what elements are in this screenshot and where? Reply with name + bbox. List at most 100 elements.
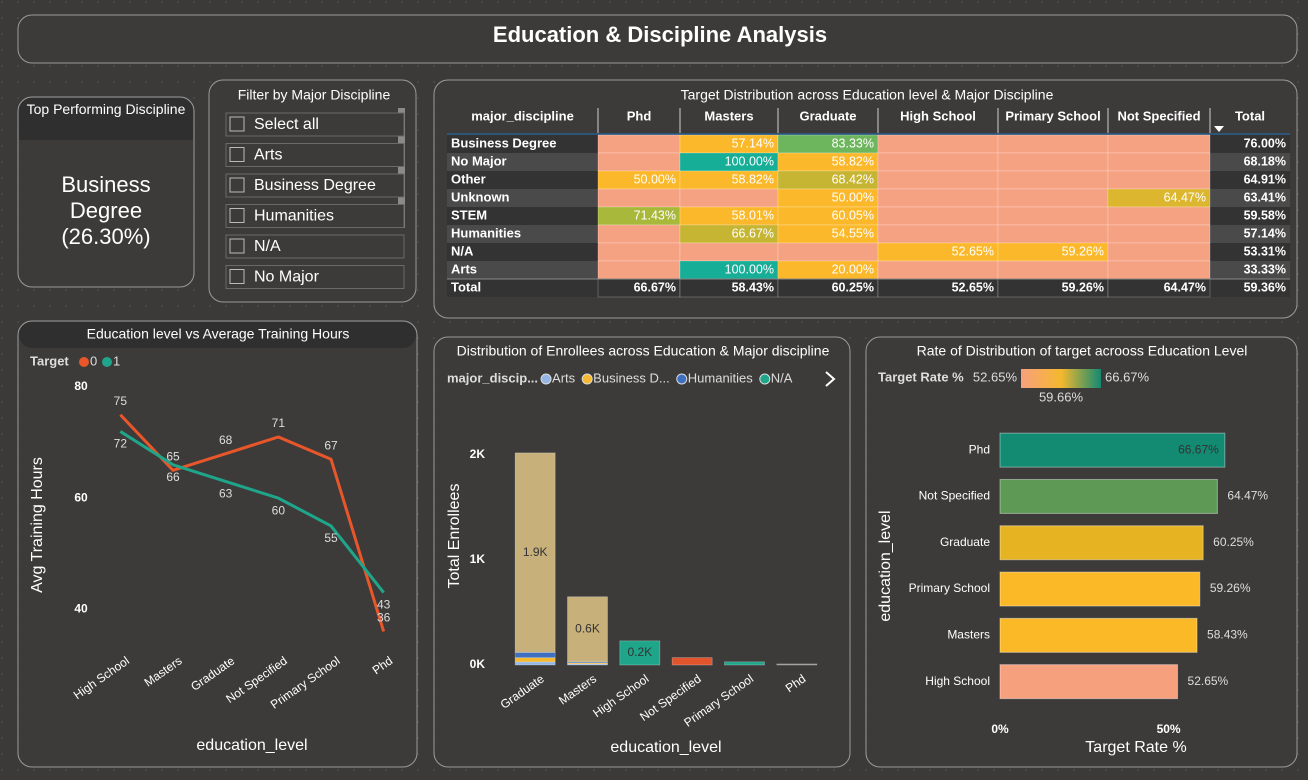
slicer-item-box[interactable] (225, 173, 405, 198)
color-scale-label: 52.65% (973, 369, 1018, 384)
row-label: Arts (451, 261, 477, 276)
data-label: 58.43% (1207, 628, 1248, 642)
column-header: Graduate (799, 108, 856, 123)
cell-value: 52.65% (952, 244, 994, 258)
row-label: Other (451, 171, 486, 186)
color-scale-title: Target Rate % (878, 369, 964, 384)
cell-value: 60.25% (832, 280, 874, 294)
bar (999, 525, 1204, 561)
bar (999, 432, 1226, 468)
data-label: 52.65% (1188, 674, 1229, 688)
data-label: 66 (166, 470, 180, 484)
legend-title: Target (30, 353, 69, 368)
cell-value: 50.00% (634, 172, 676, 186)
legend-marker (540, 373, 552, 385)
data-label: 64.47% (1227, 489, 1268, 503)
checkbox[interactable] (229, 177, 245, 193)
cell-value: 83.33% (832, 136, 874, 150)
heat-cell (997, 152, 1109, 172)
total-background (1210, 171, 1290, 189)
x-axis-title: education_level (196, 737, 307, 754)
bar (999, 664, 1179, 700)
checkbox[interactable] (229, 208, 245, 223)
heat-cell (997, 188, 1109, 208)
total-background (1210, 225, 1290, 243)
legend-label: 0 (90, 353, 97, 368)
total-background (1210, 207, 1290, 225)
row-background (447, 135, 598, 153)
total-background (1210, 243, 1290, 261)
slicer-item: No Major (254, 269, 320, 286)
heat-cell (877, 134, 999, 154)
legend-marker (759, 373, 771, 385)
checkbox[interactable] (229, 269, 245, 284)
matrix-title: Target Distribution across Education lev… (681, 87, 1054, 103)
slicer-title: Filter by Major Discipline (238, 87, 391, 103)
row-background (447, 279, 598, 297)
legend-marker (676, 373, 688, 385)
cell-value: 100.00% (725, 262, 774, 276)
bar-panel (433, 336, 851, 768)
kpi-panel (17, 96, 195, 288)
cell-value: 57.14% (1244, 226, 1286, 240)
heat-cell (877, 206, 999, 226)
data-label: 0.2K (627, 645, 652, 659)
data-label: 72 (114, 437, 128, 451)
bar-segment (514, 452, 556, 653)
cell-value: 53.31% (1244, 244, 1286, 258)
slicer-item-box[interactable] (225, 265, 405, 289)
y-axis-title: Total Enrollees (446, 484, 463, 589)
cell-value: 71.43% (634, 208, 676, 222)
y-tick-label: 0K (470, 657, 486, 671)
slicer-item: Select all (254, 116, 319, 133)
data-label: 1.9K (523, 545, 548, 559)
x-axis-title: education_level (610, 739, 721, 756)
heat-cell (997, 206, 1109, 226)
bar-segment (567, 596, 608, 663)
checkbox[interactable] (229, 116, 245, 132)
cell-value: 59.36% (1244, 280, 1286, 294)
y-tick-label: Primary School (909, 581, 990, 595)
cell-value: 50.00% (832, 190, 874, 204)
total-background (1210, 153, 1290, 171)
checkbox[interactable] (229, 238, 245, 254)
cell-value: 68.18% (1244, 154, 1286, 168)
dashboard-title: Education & Discipline Analysis (493, 22, 827, 47)
data-label: 55 (324, 531, 338, 545)
slicer-item-box[interactable] (225, 143, 405, 167)
cell-value: 57.14% (732, 136, 774, 150)
checkbox[interactable] (229, 147, 245, 162)
row-background (447, 189, 598, 207)
y-tick-label: Phd (969, 442, 990, 456)
cell-value: 59.26% (1062, 244, 1104, 258)
x-tick-label: 0% (991, 722, 1009, 736)
slicer-item: Arts (254, 147, 282, 164)
slicer-item-box[interactable] (225, 204, 405, 228)
y-tick-label: 1K (470, 552, 486, 566)
heat-cell (679, 188, 779, 208)
scrollbar[interactable] (398, 108, 405, 228)
heat-cell (1107, 224, 1211, 244)
heat-cell (877, 224, 999, 244)
legend-next[interactable] (825, 371, 836, 387)
slicer-item-box[interactable] (225, 234, 405, 259)
heat-cell (1107, 206, 1211, 226)
slicer-item-box[interactable] (225, 112, 405, 137)
total-background (1210, 261, 1290, 279)
heat-cell (679, 242, 779, 262)
row-background (447, 225, 598, 243)
color-scale-label: 59.66% (1039, 389, 1084, 404)
kpi-value-box: Business Degree (26.30%) (61, 172, 150, 249)
sort-arrow[interactable] (1214, 126, 1224, 132)
data-label: 0.6K (575, 621, 600, 635)
bar-segment (514, 652, 556, 659)
color-scale-label: 66.67% (1105, 369, 1150, 384)
chart-title: Distribution of Enrollees across Educati… (457, 343, 830, 359)
y-tick-label: High School (925, 674, 990, 688)
data-label: 66.67% (1178, 442, 1219, 456)
cell-value: 68.42% (832, 172, 874, 186)
line-header (19, 322, 416, 348)
legend-title: major_discip... (447, 370, 538, 385)
cell-value: 58.01% (732, 208, 774, 222)
